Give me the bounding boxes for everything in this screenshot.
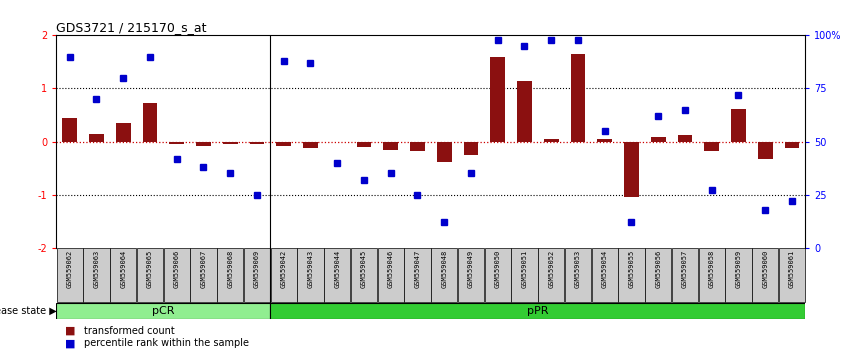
Text: GSM559062: GSM559062 bbox=[67, 250, 73, 288]
Text: GSM559068: GSM559068 bbox=[227, 250, 233, 288]
Text: GSM559067: GSM559067 bbox=[200, 250, 206, 288]
Bar bbox=[384, 142, 398, 149]
FancyBboxPatch shape bbox=[351, 249, 377, 302]
Bar bbox=[758, 142, 772, 159]
Text: GSM559050: GSM559050 bbox=[494, 250, 501, 288]
FancyBboxPatch shape bbox=[83, 249, 109, 302]
Bar bbox=[544, 139, 559, 142]
Bar bbox=[677, 135, 692, 142]
Bar bbox=[517, 80, 532, 142]
Text: GSM559065: GSM559065 bbox=[147, 250, 153, 288]
FancyBboxPatch shape bbox=[672, 249, 698, 302]
FancyBboxPatch shape bbox=[404, 249, 430, 302]
Text: GSM559058: GSM559058 bbox=[708, 250, 714, 288]
Bar bbox=[463, 142, 478, 155]
FancyBboxPatch shape bbox=[244, 249, 270, 302]
Text: GSM559045: GSM559045 bbox=[361, 250, 367, 288]
FancyBboxPatch shape bbox=[485, 249, 511, 302]
Text: GSM559069: GSM559069 bbox=[254, 250, 260, 288]
FancyBboxPatch shape bbox=[217, 249, 243, 302]
Text: pCR: pCR bbox=[152, 306, 175, 316]
FancyBboxPatch shape bbox=[618, 249, 644, 302]
Bar bbox=[170, 142, 184, 144]
Text: GDS3721 / 215170_s_at: GDS3721 / 215170_s_at bbox=[56, 21, 207, 34]
Text: GSM559049: GSM559049 bbox=[468, 250, 474, 288]
FancyBboxPatch shape bbox=[270, 303, 805, 319]
Bar bbox=[223, 142, 237, 144]
Bar bbox=[624, 142, 639, 197]
FancyBboxPatch shape bbox=[56, 249, 83, 302]
Text: GSM559060: GSM559060 bbox=[762, 250, 768, 288]
FancyBboxPatch shape bbox=[297, 249, 324, 302]
Text: GSM559053: GSM559053 bbox=[575, 250, 581, 288]
Text: GSM559054: GSM559054 bbox=[602, 250, 608, 288]
Bar bbox=[116, 123, 131, 142]
Text: GSM559059: GSM559059 bbox=[735, 250, 741, 288]
Bar bbox=[196, 142, 210, 146]
Bar bbox=[598, 139, 612, 142]
FancyBboxPatch shape bbox=[110, 249, 136, 302]
Text: GSM559056: GSM559056 bbox=[656, 250, 662, 288]
FancyBboxPatch shape bbox=[164, 249, 190, 302]
Text: GSM559055: GSM559055 bbox=[629, 250, 635, 288]
Text: percentile rank within the sample: percentile rank within the sample bbox=[84, 338, 249, 348]
Text: GSM559042: GSM559042 bbox=[281, 250, 287, 288]
Text: GSM559061: GSM559061 bbox=[789, 250, 795, 288]
Bar bbox=[249, 142, 264, 144]
Bar bbox=[571, 54, 585, 142]
FancyBboxPatch shape bbox=[565, 249, 591, 302]
Bar bbox=[62, 118, 77, 142]
FancyBboxPatch shape bbox=[699, 249, 725, 302]
Text: GSM559066: GSM559066 bbox=[174, 250, 179, 288]
Text: GSM559046: GSM559046 bbox=[388, 250, 394, 288]
FancyBboxPatch shape bbox=[270, 249, 297, 302]
Bar bbox=[731, 109, 746, 142]
Bar bbox=[410, 142, 425, 151]
FancyBboxPatch shape bbox=[56, 303, 270, 319]
Text: disease state ▶: disease state ▶ bbox=[0, 306, 56, 316]
Text: GSM559048: GSM559048 bbox=[441, 250, 447, 288]
Bar bbox=[276, 142, 291, 146]
FancyBboxPatch shape bbox=[458, 249, 484, 302]
FancyBboxPatch shape bbox=[779, 249, 805, 302]
FancyBboxPatch shape bbox=[726, 249, 752, 302]
FancyBboxPatch shape bbox=[511, 249, 538, 302]
FancyBboxPatch shape bbox=[753, 249, 779, 302]
FancyBboxPatch shape bbox=[431, 249, 457, 302]
Bar bbox=[704, 142, 719, 151]
Bar bbox=[490, 57, 505, 142]
Text: GSM559047: GSM559047 bbox=[415, 250, 421, 288]
Text: transformed count: transformed count bbox=[84, 326, 175, 336]
Bar bbox=[143, 103, 158, 142]
FancyBboxPatch shape bbox=[591, 249, 617, 302]
FancyBboxPatch shape bbox=[378, 249, 404, 302]
FancyBboxPatch shape bbox=[645, 249, 671, 302]
FancyBboxPatch shape bbox=[538, 249, 565, 302]
Text: GSM559051: GSM559051 bbox=[521, 250, 527, 288]
Bar bbox=[89, 133, 104, 142]
FancyBboxPatch shape bbox=[324, 249, 351, 302]
Text: GSM559052: GSM559052 bbox=[548, 250, 554, 288]
Text: GSM559063: GSM559063 bbox=[94, 250, 100, 288]
Text: GSM559057: GSM559057 bbox=[682, 250, 688, 288]
Text: pPR: pPR bbox=[527, 306, 548, 316]
Bar bbox=[357, 142, 372, 147]
Bar bbox=[651, 137, 666, 142]
Bar bbox=[303, 142, 318, 148]
FancyBboxPatch shape bbox=[137, 249, 163, 302]
Text: ■: ■ bbox=[65, 326, 75, 336]
Text: GSM559043: GSM559043 bbox=[307, 250, 313, 288]
Bar bbox=[436, 142, 451, 162]
Text: GSM559044: GSM559044 bbox=[334, 250, 340, 288]
Bar bbox=[785, 142, 799, 148]
FancyBboxPatch shape bbox=[191, 249, 216, 302]
Text: ■: ■ bbox=[65, 338, 75, 348]
Text: GSM559064: GSM559064 bbox=[120, 250, 126, 288]
